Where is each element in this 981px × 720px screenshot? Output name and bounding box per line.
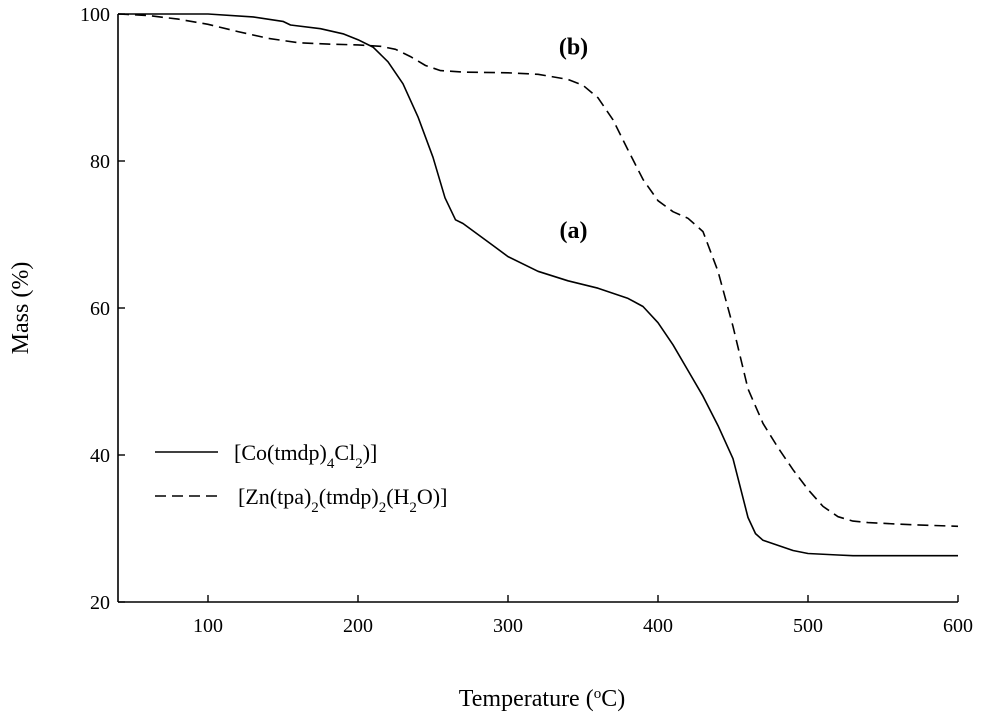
series-a-line — [118, 13, 958, 557]
x-tick-label: 600 — [943, 615, 973, 637]
y-tick-label: 40 — [90, 445, 110, 467]
y-tick-label: 80 — [90, 151, 110, 173]
y-tick-label: 20 — [90, 592, 110, 614]
axes — [117, 14, 958, 603]
annotation-label: (b) — [559, 34, 588, 60]
legend-label-a: [Co(tmdp)4Cl2)] — [234, 440, 377, 472]
tick-labels: 100 200 300 400 500 600 20 40 60 80 100 — [80, 4, 973, 637]
series-b-line — [117, 13, 959, 528]
x-tick-label: 100 — [193, 615, 223, 637]
x-axis-title: Temperature (oC) — [459, 686, 625, 712]
series-lines — [117, 13, 959, 557]
tick-marks — [118, 13, 959, 603]
y-axis-title: Mass (%) — [8, 262, 34, 355]
x-tick-label: 400 — [643, 615, 673, 637]
y-tick-label: 100 — [80, 4, 110, 26]
legend: [Co(tmdp)4Cl2)] [Zn(tpa)2(tmdp)2(H2O)] — [155, 440, 447, 516]
x-tick-label: 200 — [343, 615, 373, 637]
annotation-label: (a) — [560, 218, 588, 244]
x-tick-label: 300 — [493, 615, 523, 637]
legend-label-b: [Zn(tpa)2(tmdp)2(H2O)] — [238, 484, 447, 516]
annotations: (a) (b) — [559, 34, 588, 244]
x-tick-label: 500 — [793, 615, 823, 637]
y-tick-label: 60 — [90, 298, 110, 320]
